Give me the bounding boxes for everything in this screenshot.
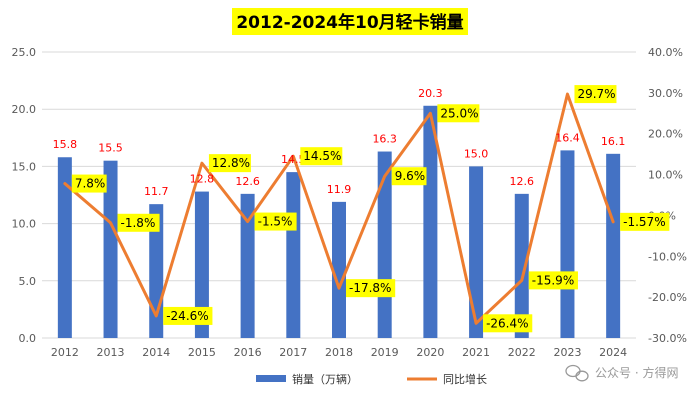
bar-data-label: 12.6: [510, 175, 535, 188]
line-data-label-bg: [574, 85, 617, 104]
wechat-icon: [565, 364, 589, 382]
line-data-label: 9.6%: [395, 169, 426, 183]
bar-data-label: 11.7: [144, 185, 169, 198]
bar-data-label: 16.4: [555, 131, 580, 144]
bar: [423, 105, 438, 338]
line-data-label-bg: [620, 212, 670, 231]
y-left-tick-label: 15.0: [12, 160, 37, 173]
y-right-tick-label: 20.0%: [648, 128, 683, 141]
line-data-label-bg: [483, 314, 533, 333]
line-data-labels: 7.8% -1.8% -24.6% 12.8% -1.5% 14.5% -17.8% 9.6%…: [71, 85, 670, 333]
legend-bar-swatch: [256, 375, 286, 382]
y-right-tick-label: -30.0%: [648, 332, 687, 345]
bar: [194, 191, 209, 338]
line-data-label: -26.4%: [486, 316, 528, 330]
line-data-label: 7.8%: [75, 177, 106, 191]
bar: [469, 166, 484, 338]
x-tick-label: 2013: [97, 346, 125, 359]
bar-data-label: 16.3: [372, 133, 397, 146]
line-data-label: -15.9%: [532, 273, 574, 287]
line-data-label: -1.5%: [258, 215, 293, 229]
line-data-label: 14.5%: [303, 149, 341, 163]
y-left-tick-label: 10.0: [12, 218, 37, 231]
x-tick-label: 2024: [599, 346, 627, 359]
legend: 销量（万辆） 同比增长: [256, 372, 487, 386]
line-data-label: -1.8%: [121, 216, 156, 230]
y-right-tick-label: 40.0%: [648, 46, 683, 59]
chart-title-highlight: [232, 8, 468, 35]
line-data-label-bg: [300, 147, 343, 166]
x-tick-label: 2021: [462, 346, 490, 359]
bar-data-label: 15.8: [53, 138, 78, 151]
y-right-tick-label: -20.0%: [648, 291, 687, 304]
growth-line: [63, 92, 615, 325]
chart-title: 2012-2024年10月轻卡销量: [236, 12, 463, 33]
bar-data-label: 15.5: [98, 142, 123, 155]
line-data-label: -1.57%: [623, 215, 665, 229]
watermark-text: 公众号 · 方得网: [595, 365, 678, 380]
bar-data-labels: 15.8 15.5 11.7 12.8 12.6 14.5 11.9 16.3 20.3 15.0…: [53, 87, 626, 198]
y-left-tick-label: 25.0: [12, 46, 37, 59]
line-data-label: 12.8%: [212, 156, 250, 170]
y-left-tick-label: 0.0: [19, 332, 37, 345]
x-tick-label: 2016: [234, 346, 262, 359]
bar-series: [57, 105, 621, 338]
line-data-label: 29.7%: [577, 87, 615, 101]
bar: [606, 153, 621, 338]
line-data-label-bg: [391, 167, 427, 186]
y-right-tick-label: 30.0%: [648, 87, 683, 100]
bar: [286, 172, 301, 338]
legend-bar-label: 销量（万辆）: [292, 372, 358, 386]
line-data-label-bg: [117, 213, 160, 232]
line-data-label-bg: [437, 104, 480, 123]
x-tick-label: 2020: [416, 346, 444, 359]
line-data-label-bg: [346, 279, 396, 298]
x-tick-label: 2015: [188, 346, 216, 359]
bar-data-label: 15.0: [464, 147, 489, 160]
line-data-label: -24.6%: [166, 309, 208, 323]
x-tick-label: 2019: [371, 346, 399, 359]
legend-line-label: 同比增长: [443, 372, 487, 386]
bar-data-label: 16.1: [601, 135, 626, 148]
bar-data-label: 14.5: [281, 153, 306, 166]
line-data-label-bg: [163, 306, 213, 325]
line-data-label-bg: [528, 271, 578, 290]
bar: [240, 193, 255, 338]
y-right-tick-label: -10.0%: [648, 250, 687, 263]
bar: [103, 160, 118, 338]
line-data-label: -17.8%: [349, 281, 391, 295]
line-data-label-bg: [71, 174, 107, 193]
x-tick-label: 2023: [553, 346, 581, 359]
x-tick-label: 2018: [325, 346, 353, 359]
x-tick-label: 2012: [51, 346, 79, 359]
y-left-tick-label: 5.0: [19, 275, 37, 288]
bar-data-label: 12.8: [190, 173, 215, 186]
watermark: 公众号 · 方得网: [565, 364, 678, 382]
bar: [57, 157, 72, 338]
bar-data-label: 12.6: [235, 175, 260, 188]
line-data-label-bg: [208, 154, 251, 173]
line-series: [63, 92, 615, 325]
bar: [332, 201, 346, 338]
bar-data-label: 11.9: [327, 183, 352, 196]
x-tick-label: 2022: [508, 346, 536, 359]
bar: [560, 150, 575, 338]
line-data-label-bg: [254, 212, 297, 231]
bar: [514, 193, 529, 338]
y-left-tick-label: 20.0: [12, 103, 37, 116]
y-right-axis: -30.0%-20.0%-10.0%0.0%10.0%20.0%30.0%40.…: [648, 46, 687, 345]
y-left-axis: 0.0 5.0 10.0 15.0 20.0 25.0: [12, 46, 37, 345]
y-right-tick-label: 10.0%: [648, 169, 683, 182]
x-axis: 2012 2013 2014 2015 2016 2017 2018 2019 2020 2021…: [51, 346, 627, 359]
bar-data-label: 20.3: [418, 87, 443, 100]
x-tick-label: 2014: [142, 346, 170, 359]
line-data-label: 25.0%: [440, 106, 478, 120]
x-tick-label: 2017: [279, 346, 307, 359]
